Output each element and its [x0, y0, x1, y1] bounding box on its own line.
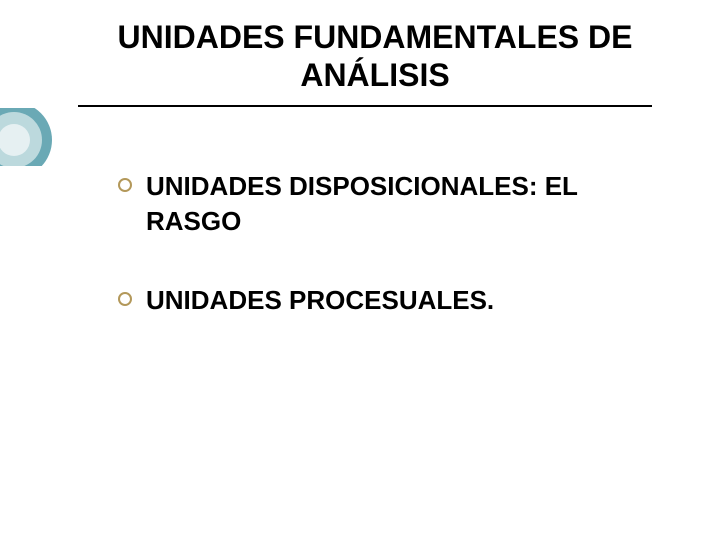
corner-ring-icon: [0, 108, 60, 166]
title-divider: [78, 105, 652, 107]
bullet-text: UNIDADES PROCESUALES.: [146, 283, 494, 318]
slide: UNIDADES FUNDAMENTALES DE ANÁLISIS UNIDA…: [0, 0, 720, 540]
title-block: UNIDADES FUNDAMENTALES DE ANÁLISIS: [0, 18, 720, 95]
list-item: UNIDADES PROCESUALES.: [118, 283, 670, 318]
bullet-circle-icon: [118, 292, 132, 306]
slide-title: UNIDADES FUNDAMENTALES DE ANÁLISIS: [100, 18, 650, 95]
list-item: UNIDADES DISPOSICIONALES: EL RASGO: [118, 169, 670, 239]
bullet-text: UNIDADES DISPOSICIONALES: EL RASGO: [146, 169, 670, 239]
bullet-list: UNIDADES DISPOSICIONALES: EL RASGO UNIDA…: [0, 169, 720, 318]
bullet-circle-icon: [118, 178, 132, 192]
